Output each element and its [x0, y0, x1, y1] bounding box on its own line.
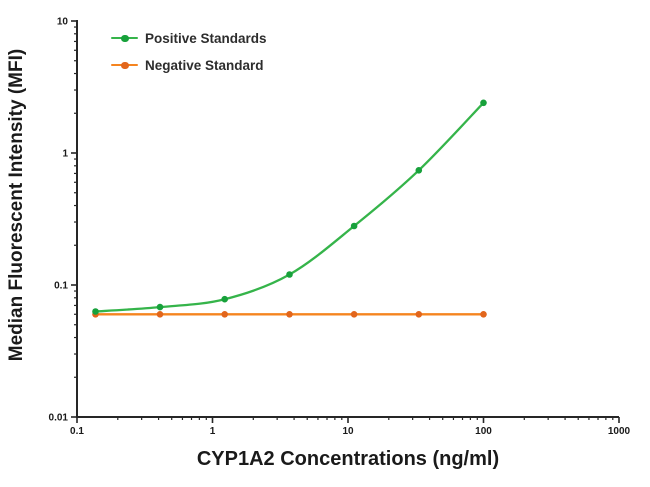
data-point-1 [415, 311, 423, 318]
data-point-0 [92, 308, 99, 315]
data-point-1 [221, 311, 228, 318]
data-point-1 [480, 311, 487, 318]
legend-label-positive: Positive Standards [145, 30, 267, 46]
data-point-1 [350, 311, 358, 318]
data-point-0 [286, 271, 293, 278]
x-tick-label: 100 [475, 426, 492, 437]
y-tick-label: 0.01 [49, 413, 69, 424]
data-point-1 [156, 311, 164, 318]
x-tick-label: 10 [342, 426, 354, 437]
legend: Positive Standards Negative Standard [111, 28, 267, 75]
data-point-0 [350, 222, 358, 230]
data-point-0 [156, 303, 164, 311]
data-point-0 [415, 167, 423, 174]
y-tick-label: 10 [57, 17, 69, 28]
negative-series-marker-icon [111, 55, 138, 75]
legend-label-negative: Negative Standard [145, 57, 264, 73]
y-axis-title: Median Fluorescent Intensity (MFI) [6, 48, 27, 362]
x-axis-title: CYP1A2 Concentrations (ng/ml) [196, 448, 500, 470]
legend-item-positive-standards: Positive Standards [111, 28, 267, 48]
data-point-0 [480, 99, 487, 107]
y-tick-label: 0.1 [54, 281, 68, 292]
x-tick-label: 0.1 [70, 426, 84, 437]
data-point-0 [221, 295, 228, 303]
x-tick-label: 1 [210, 426, 216, 437]
data-point-1 [286, 311, 293, 318]
positive-series-marker-icon [111, 28, 138, 48]
series-line-0 [94, 101, 485, 313]
legend-item-negative-standard: Negative Standard [111, 55, 267, 75]
y-tick-label: 1 [62, 149, 68, 160]
x-tick-label: 1000 [608, 426, 631, 437]
